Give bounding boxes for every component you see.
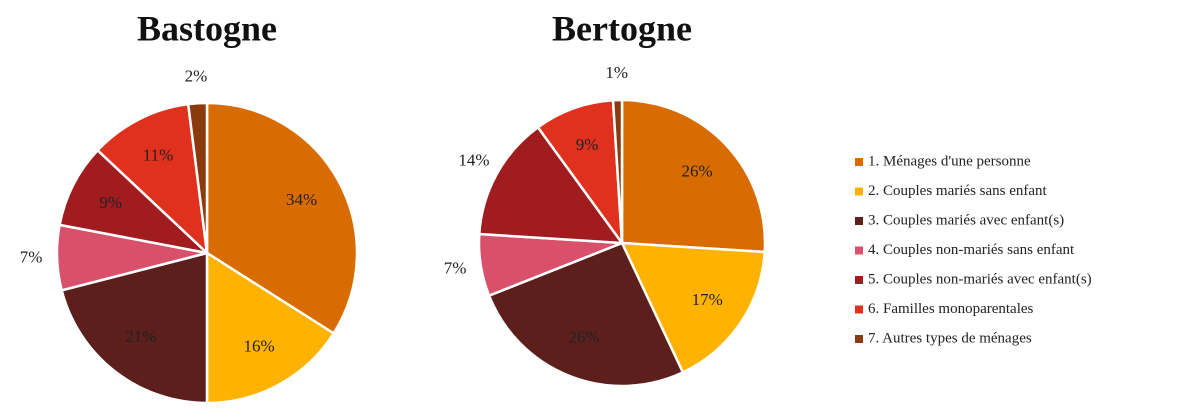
legend-swatch — [855, 217, 863, 225]
data-label: 1% — [605, 63, 628, 82]
pie-slice — [58, 148, 211, 256]
pie-slice — [487, 241, 685, 388]
pie-slice — [620, 98, 767, 254]
legend-label: 4. Couples non-mariés sans enfant — [868, 242, 1075, 258]
data-label: 26% — [569, 328, 600, 347]
legend-label: 2. Couples mariés sans enfant — [868, 183, 1048, 199]
data-label: 16% — [243, 337, 274, 356]
pie-slice — [95, 102, 209, 257]
pie-slice — [477, 125, 625, 245]
data-label: 7% — [444, 258, 467, 277]
legend-swatch — [855, 158, 863, 166]
data-label: 17% — [692, 290, 723, 309]
pie-slice — [619, 241, 767, 375]
pie-slice — [205, 250, 336, 405]
legend-swatch — [855, 246, 863, 255]
data-label: 9% — [99, 193, 122, 212]
chart-title: Bertogne — [552, 8, 692, 48]
data-label: 26% — [681, 161, 712, 180]
legend-label: 1. Ménages d'une personne — [868, 153, 1031, 169]
data-label: 14% — [458, 150, 489, 169]
legend-label: 7. Autres types de ménages — [868, 330, 1032, 346]
legend-label: 3. Couples mariés avec enfant(s) — [868, 212, 1064, 228]
pie-slice — [186, 101, 209, 254]
pie-slice — [60, 251, 209, 405]
chart-title: Bastogne — [137, 8, 277, 48]
data-label: 21% — [125, 327, 156, 346]
legend-swatch — [855, 276, 863, 284]
pie-slice — [611, 98, 624, 244]
data-label: 34% — [286, 190, 317, 209]
data-label: 11% — [143, 146, 174, 165]
legend-label: 5. Couples non-mariés avec enfant(s) — [868, 271, 1092, 287]
pie-slice — [536, 98, 624, 248]
legend-swatch — [855, 305, 863, 314]
data-label: 7% — [20, 247, 43, 266]
legend-label: 6. Familles monoparentales — [868, 301, 1034, 317]
data-label: 9% — [576, 135, 599, 154]
data-label: 2% — [185, 66, 208, 85]
legend-swatch — [855, 335, 863, 343]
legend-swatch — [855, 187, 863, 196]
